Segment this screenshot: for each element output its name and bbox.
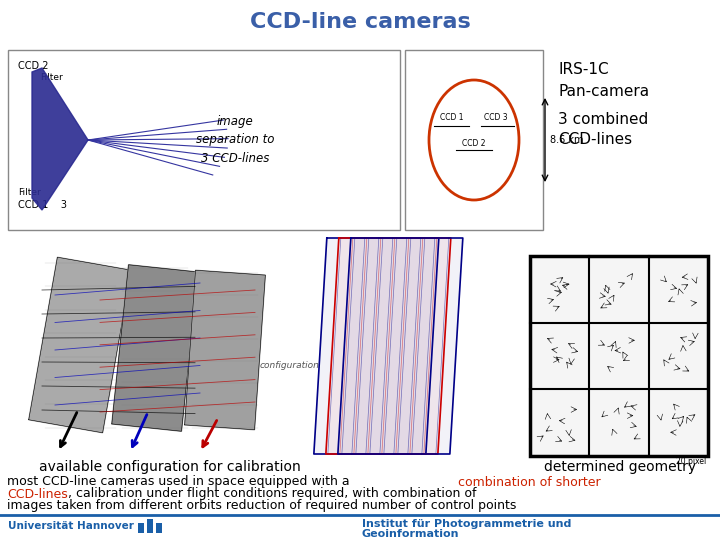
- Text: 8.6 km: 8.6 km: [550, 135, 583, 145]
- Text: , calibration under flight conditions required, with combination of: , calibration under flight conditions re…: [68, 488, 477, 501]
- Text: image
separation to
3 CCD-lines: image separation to 3 CCD-lines: [196, 116, 274, 165]
- Bar: [138, 523, 144, 533]
- Text: CCD 1    3: CCD 1 3: [18, 200, 67, 210]
- Polygon shape: [32, 68, 88, 210]
- Text: images taken from different orbits reduction of required number of control point: images taken from different orbits reduc…: [7, 500, 516, 512]
- Text: Geoinformation: Geoinformation: [362, 529, 459, 539]
- Text: CCD 2: CCD 2: [18, 61, 48, 71]
- Text: Universität Hannover: Universität Hannover: [8, 521, 134, 531]
- Text: Pan-camera: Pan-camera: [558, 84, 649, 99]
- Bar: [405, 50, 543, 230]
- Polygon shape: [338, 238, 463, 454]
- Text: CCD-lines: CCD-lines: [558, 132, 632, 147]
- Text: CCD-lines: CCD-lines: [7, 488, 68, 501]
- Polygon shape: [112, 265, 198, 431]
- Text: combination of shorter: combination of shorter: [458, 476, 600, 489]
- Text: 20 pixel: 20 pixel: [676, 457, 706, 466]
- Text: available configuration for calibration: available configuration for calibration: [39, 460, 301, 474]
- Text: CCD 1: CCD 1: [440, 113, 464, 123]
- Text: CCD 2: CCD 2: [462, 138, 486, 147]
- Polygon shape: [184, 270, 266, 430]
- Text: Filter: Filter: [18, 188, 41, 197]
- Text: Filter: Filter: [40, 73, 63, 82]
- Text: IRS-1C: IRS-1C: [558, 62, 608, 77]
- Bar: [156, 523, 162, 533]
- Text: configuration: configuration: [260, 361, 320, 369]
- Polygon shape: [29, 257, 131, 433]
- Text: determined geometry: determined geometry: [544, 460, 696, 474]
- Polygon shape: [314, 238, 438, 454]
- Text: Institut für Photogrammetrie und: Institut für Photogrammetrie und: [362, 519, 572, 529]
- Bar: [530, 256, 708, 456]
- Bar: [147, 519, 153, 533]
- Text: most CCD-line cameras used in space equipped with a: most CCD-line cameras used in space equi…: [7, 476, 354, 489]
- Polygon shape: [326, 238, 451, 454]
- Text: CCD-line cameras: CCD-line cameras: [250, 12, 470, 32]
- Text: 3 combined: 3 combined: [558, 112, 648, 127]
- Bar: [8, 50, 400, 230]
- Text: CCD 3: CCD 3: [484, 113, 508, 123]
